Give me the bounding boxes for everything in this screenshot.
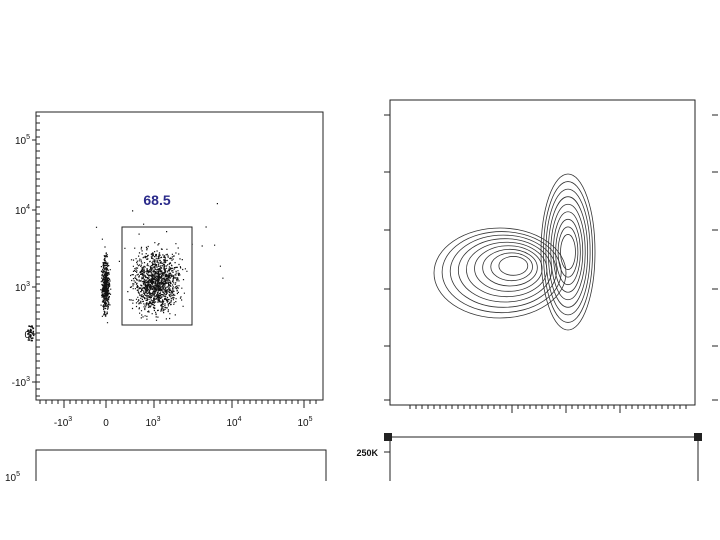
y-tick-label: 103 — [15, 281, 30, 294]
contour — [482, 248, 538, 287]
y-tick-label: 0 — [24, 330, 30, 341]
tick-exp: 5 — [309, 416, 313, 423]
handle — [694, 433, 702, 441]
contour — [560, 234, 576, 270]
tick-base: 10 — [15, 283, 27, 294]
tick-exp: 4 — [26, 204, 30, 211]
tick-exp: 4 — [238, 416, 242, 423]
contour — [498, 256, 529, 276]
panel-b-ticks — [384, 114, 718, 413]
tick-base: 10 — [297, 418, 309, 429]
y-tick-label: -103 — [12, 376, 30, 389]
contour — [457, 238, 553, 303]
tick-base: 10 — [5, 473, 17, 484]
tick-exp: 3 — [26, 281, 30, 288]
y-tick-label: 105 — [15, 134, 30, 147]
tick-exp: 3 — [26, 376, 30, 383]
contour — [540, 173, 596, 331]
contour — [555, 218, 581, 286]
contour — [474, 245, 543, 292]
tick-base: 10 — [226, 418, 238, 429]
contour — [433, 227, 567, 319]
x-tick-label: 103 — [145, 416, 160, 429]
tick-base: -10 — [12, 378, 27, 389]
tick-base: 0 — [24, 330, 30, 341]
x-tick-label: 0 — [103, 418, 109, 429]
contours — [433, 173, 596, 331]
tick-base: 0 — [103, 418, 109, 429]
handle — [384, 433, 392, 441]
tick-exp: 3 — [68, 416, 72, 423]
tick-base: 10 — [15, 136, 27, 147]
tick-exp: 5 — [16, 471, 20, 478]
tick-base: -10 — [54, 418, 69, 429]
panel-d-tick-label: 105 — [5, 471, 20, 484]
tick-exp: 3 — [157, 416, 161, 423]
tick-base: 10 — [145, 418, 157, 429]
y-tick-label: 104 — [15, 204, 30, 217]
gate — [121, 226, 193, 326]
contour — [550, 203, 586, 301]
x-tick-label: 104 — [226, 416, 241, 429]
x-tick-label: 105 — [297, 416, 312, 429]
contour — [543, 181, 593, 323]
contour — [545, 188, 591, 316]
x-tick-label: -103 — [54, 416, 72, 429]
gate-label: 68.5 — [143, 192, 170, 208]
contour — [490, 252, 533, 282]
panel-d-frame — [35, 449, 327, 481]
contour — [441, 231, 562, 314]
tick-base: 10 — [15, 206, 27, 217]
panel-c-tick-label: 250K — [356, 448, 378, 458]
contour — [449, 234, 557, 308]
tick-exp: 5 — [26, 134, 30, 141]
